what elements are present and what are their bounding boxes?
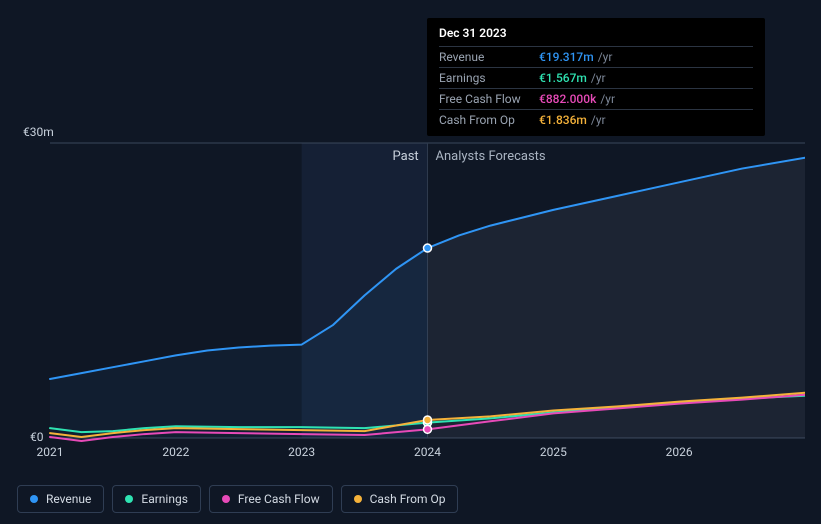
legend-item-cfo[interactable]: Cash From Op xyxy=(341,485,459,513)
tooltip-unit: /yr xyxy=(591,71,606,85)
tooltip-value: €1.567m xyxy=(539,71,587,85)
tooltip-row-free-cash-flow: Free Cash Flow€882.000k/yr xyxy=(439,88,753,109)
x-tick-2026: 2026 xyxy=(666,445,693,459)
tooltip-row-earnings: Earnings€1.567m/yr xyxy=(439,67,753,88)
past-label: Past xyxy=(393,149,419,164)
tooltip-title: Dec 31 2023 xyxy=(439,26,753,46)
tooltip-row-revenue: Revenue€19.317m/yr xyxy=(439,46,753,67)
x-tick-2021: 2021 xyxy=(37,445,64,459)
y-axis-label-0: €0 xyxy=(30,430,44,444)
tooltip-label: Earnings xyxy=(439,71,539,85)
legend-dot-icon xyxy=(125,495,133,503)
tooltip-value: €882.000k xyxy=(539,92,596,106)
tooltip: Dec 31 2023 Revenue€19.317m/yrEarnings€1… xyxy=(427,18,765,136)
x-axis: 202120222023202420252026 xyxy=(50,445,805,465)
legend-label: Revenue xyxy=(46,492,91,506)
tooltip-label: Revenue xyxy=(439,50,539,64)
x-tick-2022: 2022 xyxy=(162,445,189,459)
tooltip-value: €19.317m xyxy=(539,50,594,64)
tooltip-unit: /yr xyxy=(591,113,606,127)
legend-item-fcf[interactable]: Free Cash Flow xyxy=(209,485,333,513)
tooltip-label: Cash From Op xyxy=(439,113,539,127)
legend-label: Free Cash Flow xyxy=(238,492,320,506)
legend-dot-icon xyxy=(354,495,362,503)
tooltip-row-cash-from-op: Cash From Op€1.836m/yr xyxy=(439,109,753,130)
legend-label: Earnings xyxy=(141,492,188,506)
forecast-label: Analysts Forecasts xyxy=(436,149,546,164)
legend-dot-icon xyxy=(30,495,38,503)
legend-dot-icon xyxy=(222,495,230,503)
tooltip-label: Free Cash Flow xyxy=(439,92,539,106)
legend-label: Cash From Op xyxy=(370,492,446,506)
legend-item-revenue[interactable]: Revenue xyxy=(17,485,104,513)
tooltip-unit: /yr xyxy=(598,50,613,64)
x-tick-2025: 2025 xyxy=(540,445,567,459)
x-tick-2024: 2024 xyxy=(414,445,441,459)
legend: Revenue Earnings Free Cash Flow Cash From O… xyxy=(17,485,458,513)
y-axis-label-30m: €30m xyxy=(23,125,54,139)
x-tick-2023: 2023 xyxy=(288,445,315,459)
tooltip-value: €1.836m xyxy=(539,113,587,127)
legend-item-earnings[interactable]: Earnings xyxy=(112,485,201,513)
tooltip-unit: /yr xyxy=(600,92,615,106)
